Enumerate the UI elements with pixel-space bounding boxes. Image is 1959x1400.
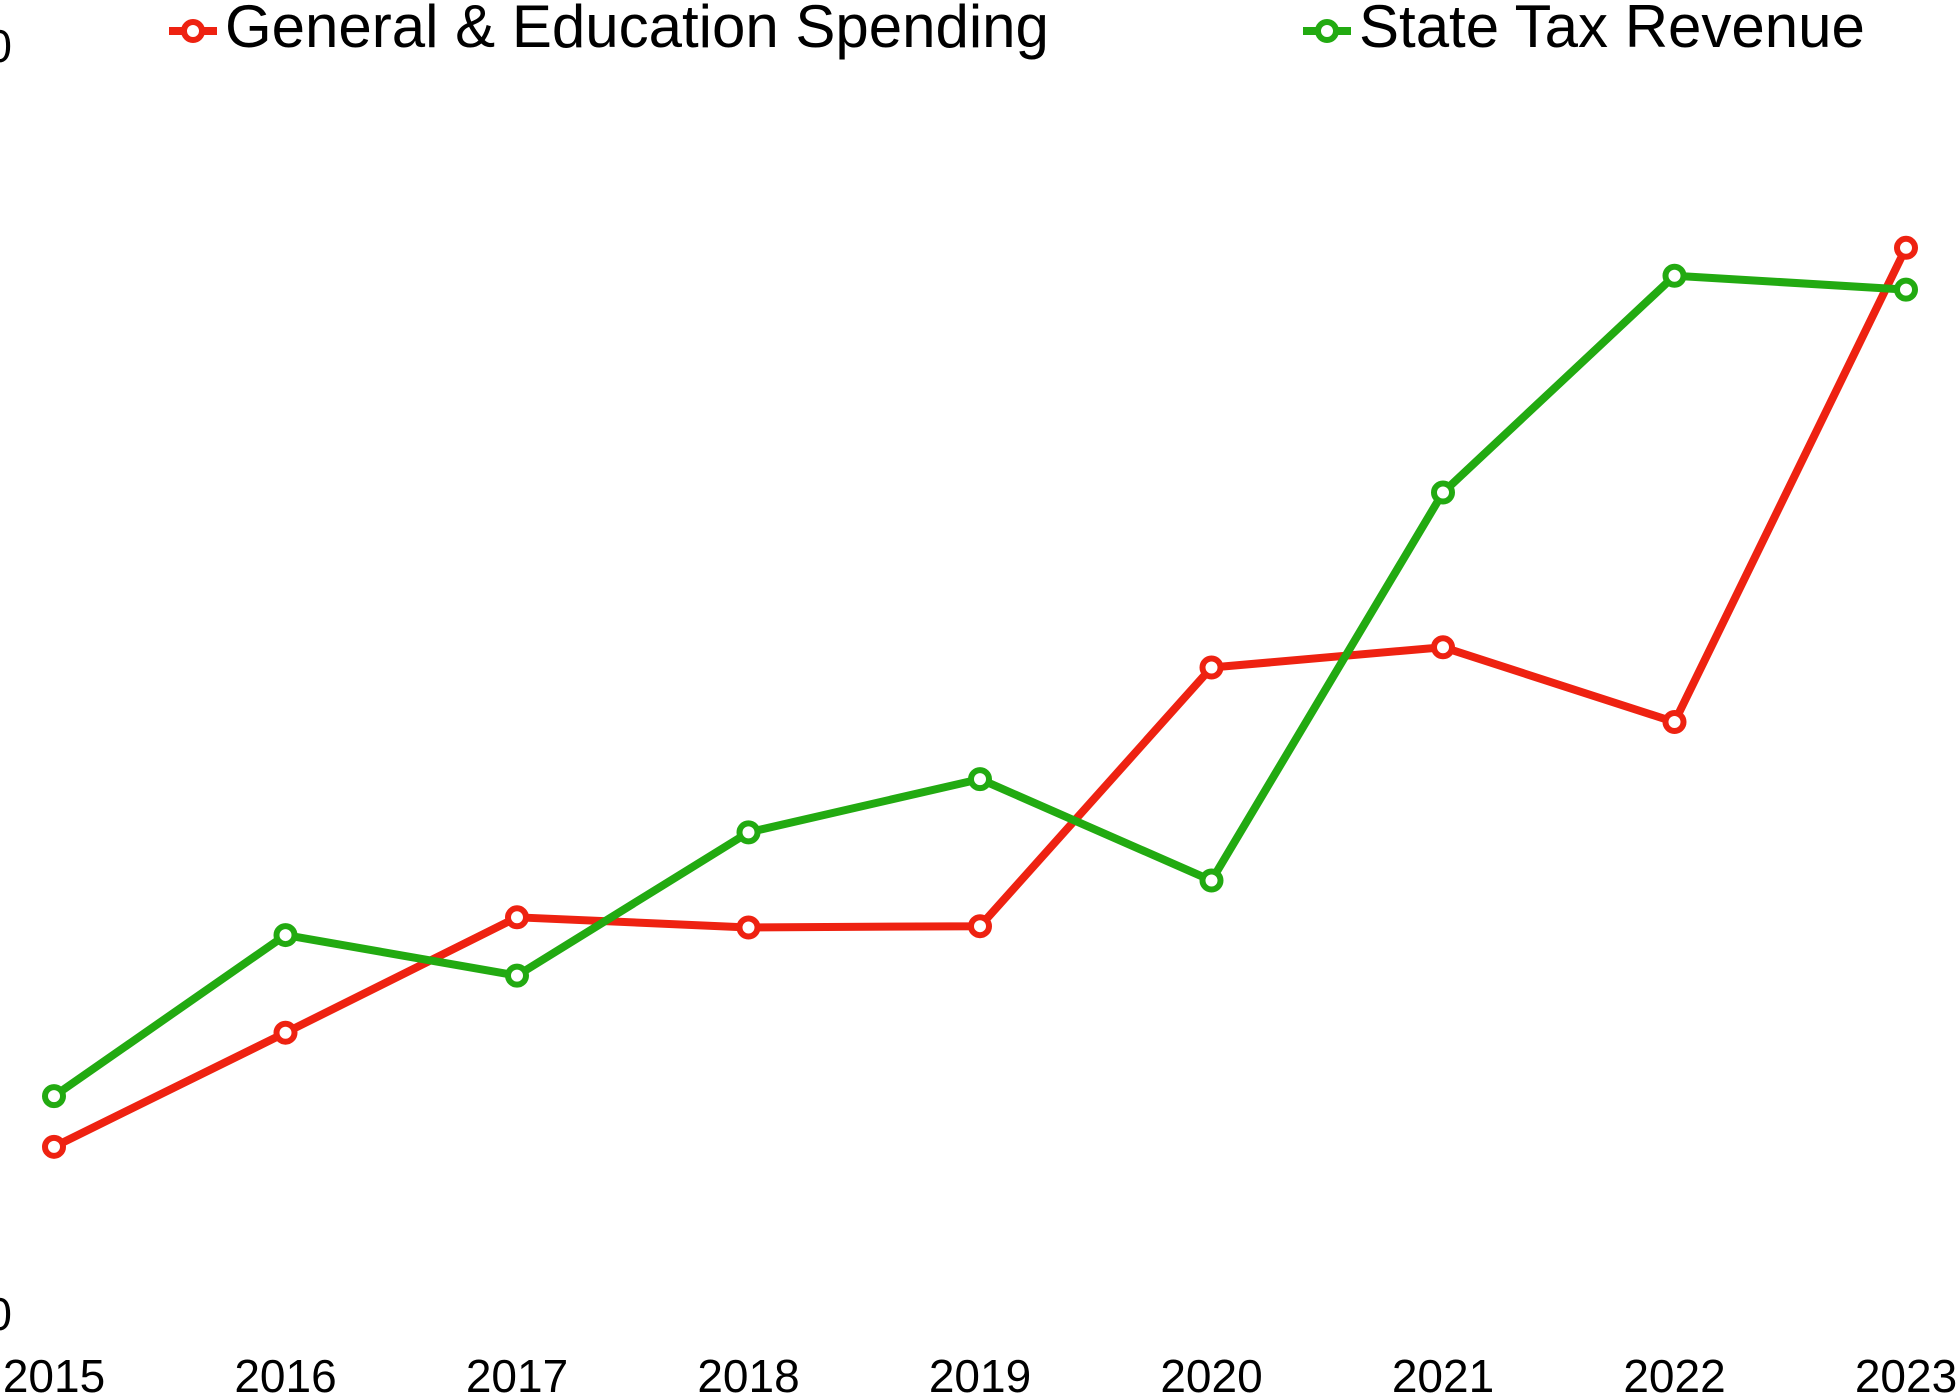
point xyxy=(968,914,992,939)
x-tick-label: 2020 xyxy=(1160,1350,1262,1400)
point xyxy=(505,905,529,930)
point xyxy=(273,923,298,948)
x-tick-label: 2016 xyxy=(234,1350,336,1400)
series-line xyxy=(51,271,1907,1100)
x-tick-label: 2019 xyxy=(929,1350,1031,1400)
point xyxy=(1894,235,1918,260)
x-tick-label: 2022 xyxy=(1623,1350,1725,1400)
point xyxy=(736,820,761,845)
series-line xyxy=(52,246,1910,1151)
legend-marker xyxy=(1315,19,1339,43)
point xyxy=(736,915,761,940)
legend-label: State Tax Revenue xyxy=(1359,0,1865,60)
x-tick-label: 2018 xyxy=(697,1350,799,1400)
point xyxy=(505,963,529,988)
x-tick-label: 2023 xyxy=(1855,1350,1957,1400)
y-tick-label: 0 xyxy=(0,1288,12,1340)
legend-label: General & Education Spending xyxy=(225,0,1049,60)
legend-marker xyxy=(181,19,205,43)
point xyxy=(1431,480,1455,505)
point xyxy=(968,767,992,792)
x-tick-label: 2017 xyxy=(466,1350,568,1400)
point xyxy=(1199,868,1224,893)
point xyxy=(42,1084,66,1109)
x-tick-label: 2021 xyxy=(1392,1350,1494,1400)
point xyxy=(1662,710,1687,735)
point xyxy=(1662,263,1687,288)
point xyxy=(42,1134,66,1159)
x-tick-label: 2015 xyxy=(3,1350,105,1400)
point xyxy=(273,1020,298,1045)
point xyxy=(1431,635,1455,660)
y-tick-label: 100 xyxy=(0,20,12,72)
point xyxy=(1894,277,1918,302)
point xyxy=(1199,655,1224,680)
